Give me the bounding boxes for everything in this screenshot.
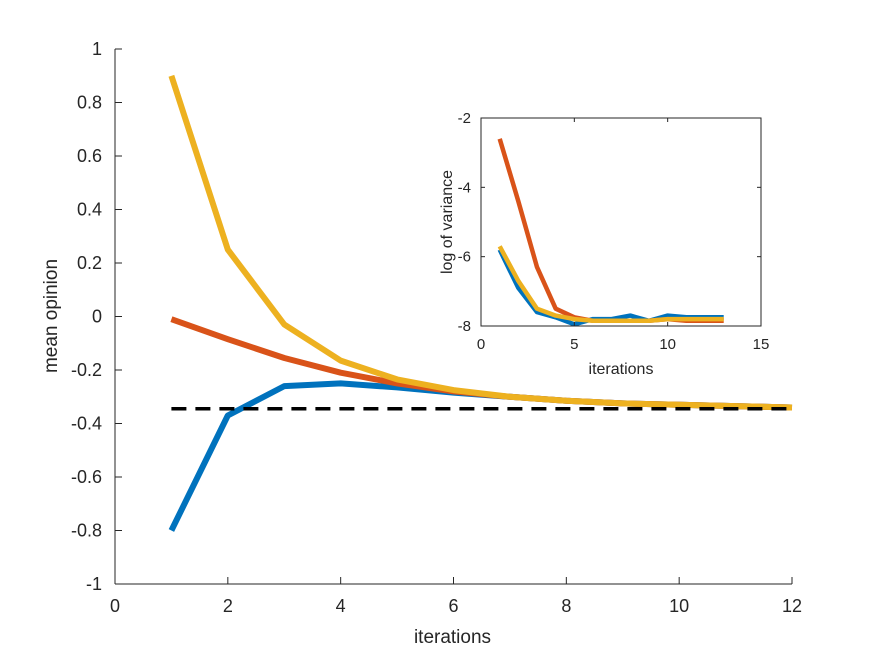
inset-axes-box — [480, 117, 762, 327]
main-y-tick-label: -0.2 — [71, 360, 102, 380]
main-y-tick-label: 1 — [92, 39, 102, 59]
main-y-tick-label: 0.8 — [77, 93, 102, 113]
main-axes: 0 2 4 6 8 10 12-1-0.8-0.6-0.4-0.200.20.40.60.8… — [71, 39, 802, 616]
main-x-tick-label: 10 — [669, 596, 689, 616]
inset-x-tick-label: 5 — [570, 336, 578, 353]
inset-series-yellow-line — [497, 245, 724, 324]
main-x-tick-label: 8 — [561, 596, 571, 616]
main-x-tick-label: 4 — [336, 596, 346, 616]
main-y-axis-label: mean opinion — [41, 259, 62, 373]
inset-y-tick-label: -6 — [458, 249, 471, 266]
main-x-tick-label: 6 — [448, 596, 458, 616]
main-y-tick-label: -1 — [86, 574, 102, 594]
main-y-tick-label: -0.4 — [71, 414, 102, 434]
main-chart: 0 2 4 6 8 10 12-1-0.8-0.6-0.4-0.200.20.40.60.8… — [41, 39, 802, 648]
inset-x-axis-label: iterations — [589, 361, 654, 378]
inset-series-group — [497, 138, 724, 327]
inset-y-axis-label: log of variance — [439, 170, 456, 274]
inset-chart: 0 5 10 15 -8 -6 -4 -2 iterations log of varianc… — [439, 110, 769, 378]
main-y-tick-label: -0.8 — [71, 521, 102, 541]
main-series-group — [168, 74, 793, 532]
main-y-tick-label: 0.4 — [77, 200, 102, 220]
main-x-tick-label: 12 — [782, 596, 802, 616]
main-y-tick-label: 0.2 — [77, 253, 102, 273]
inset-y-tick-label: -8 — [458, 318, 471, 335]
main-y-tick-label: 0 — [92, 307, 102, 327]
main-x-axis-label: iterations — [414, 627, 491, 648]
inset-x-tick-label: 10 — [659, 336, 676, 353]
inset-x-tick-label: 0 — [477, 336, 485, 353]
main-y-tick-label: 0.6 — [77, 146, 102, 166]
main-x-tick-label: 0 — [110, 596, 120, 616]
inset-y-tick-label: -4 — [458, 179, 471, 196]
main-y-tick-label: -0.6 — [71, 467, 102, 487]
inset-y-tick-label: -2 — [458, 110, 471, 127]
main-series-yellow-line — [168, 74, 793, 411]
main-x-tick-label: 2 — [223, 596, 233, 616]
inset-axes: 0 5 10 15 -8 -6 -4 -2 — [458, 110, 770, 353]
inset-x-tick-label: 15 — [753, 336, 770, 353]
